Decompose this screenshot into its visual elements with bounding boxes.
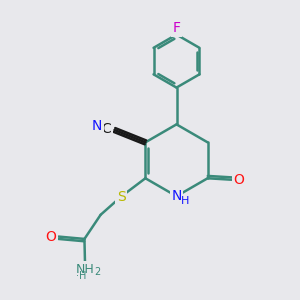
Text: O: O (234, 173, 244, 187)
Text: C: C (101, 122, 111, 136)
Text: 2: 2 (94, 267, 101, 277)
Text: S: S (117, 190, 126, 203)
Text: NH: NH (76, 263, 94, 276)
Text: F: F (172, 21, 181, 35)
Text: N: N (171, 189, 182, 203)
Text: ·H: ·H (76, 271, 87, 281)
Text: O: O (46, 230, 57, 244)
Text: H: H (181, 196, 189, 206)
Text: N: N (92, 118, 102, 133)
